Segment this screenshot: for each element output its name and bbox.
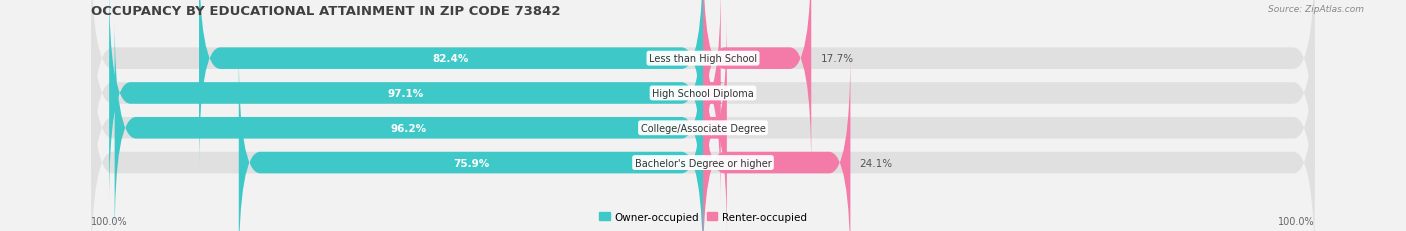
Text: 97.1%: 97.1% bbox=[388, 88, 425, 99]
FancyBboxPatch shape bbox=[200, 0, 703, 169]
FancyBboxPatch shape bbox=[91, 18, 1315, 231]
Text: 100.0%: 100.0% bbox=[1278, 216, 1315, 226]
Legend: Owner-occupied, Renter-occupied: Owner-occupied, Renter-occupied bbox=[595, 208, 811, 226]
Text: 3.9%: 3.9% bbox=[735, 123, 762, 133]
FancyBboxPatch shape bbox=[239, 52, 703, 231]
Text: College/Associate Degree: College/Associate Degree bbox=[641, 123, 765, 133]
FancyBboxPatch shape bbox=[110, 0, 703, 204]
Text: 17.7%: 17.7% bbox=[821, 54, 853, 64]
FancyBboxPatch shape bbox=[699, 0, 724, 204]
Text: High School Diploma: High School Diploma bbox=[652, 88, 754, 99]
FancyBboxPatch shape bbox=[91, 52, 1315, 231]
FancyBboxPatch shape bbox=[115, 18, 703, 231]
FancyBboxPatch shape bbox=[91, 0, 1315, 169]
Text: 82.4%: 82.4% bbox=[433, 54, 470, 64]
Text: Bachelor's Degree or higher: Bachelor's Degree or higher bbox=[634, 158, 772, 168]
Text: Less than High School: Less than High School bbox=[650, 54, 756, 64]
Text: Source: ZipAtlas.com: Source: ZipAtlas.com bbox=[1268, 5, 1364, 14]
FancyBboxPatch shape bbox=[703, 0, 811, 169]
Text: 2.9%: 2.9% bbox=[730, 88, 756, 99]
Text: 96.2%: 96.2% bbox=[391, 123, 427, 133]
Text: 100.0%: 100.0% bbox=[91, 216, 128, 226]
Text: OCCUPANCY BY EDUCATIONAL ATTAINMENT IN ZIP CODE 73842: OCCUPANCY BY EDUCATIONAL ATTAINMENT IN Z… bbox=[91, 5, 561, 18]
FancyBboxPatch shape bbox=[91, 0, 1315, 204]
Text: 75.9%: 75.9% bbox=[453, 158, 489, 168]
Text: 24.1%: 24.1% bbox=[859, 158, 893, 168]
FancyBboxPatch shape bbox=[703, 52, 851, 231]
FancyBboxPatch shape bbox=[703, 18, 727, 231]
